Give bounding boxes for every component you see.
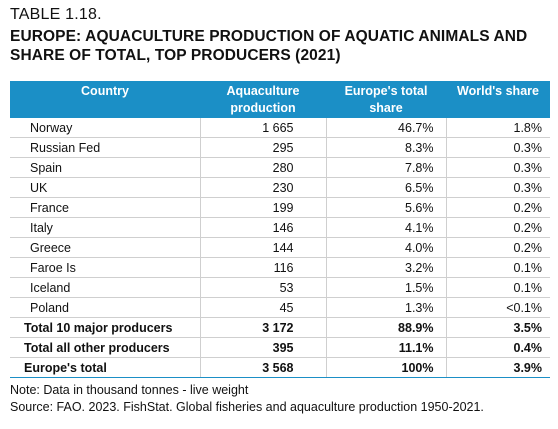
europe-share-cell: 4.1% <box>325 217 446 238</box>
production-cell: 144 <box>199 237 326 258</box>
table-row: Norway 1 665 46.7% 1.8% <box>10 118 550 138</box>
country-cell: Italy <box>10 217 200 238</box>
europe-share-cell: 1.3% <box>325 297 446 318</box>
header-row: Country Aquaculture production Europe's … <box>10 81 550 118</box>
table-label: TABLE 1.18. <box>10 6 102 23</box>
production-table: Country Aquaculture production Europe's … <box>10 81 550 378</box>
country-cell: France <box>10 197 200 218</box>
country-cell: Iceland <box>10 277 200 298</box>
europe-share-cell: 46.7% <box>325 118 446 138</box>
production-cell: 280 <box>199 157 326 178</box>
country-cell: Norway <box>10 118 200 138</box>
world-share-cell: 0.2% <box>445 237 550 258</box>
header-europe-share: Europe's total share <box>326 81 446 118</box>
table-row: Greece 144 4.0% 0.2% <box>10 237 550 258</box>
production-cell: 230 <box>199 177 326 198</box>
production-cell: 3 568 <box>199 357 326 378</box>
table-title: EUROPE: AQUACULTURE PRODUCTION OF AQUATI… <box>10 28 528 64</box>
world-share-cell: 3.9% <box>445 357 550 378</box>
table-body: Norway 1 665 46.7% 1.8% Russian Fed 295 8.3% 0.… <box>10 118 550 378</box>
world-share-cell: 0.1% <box>445 277 550 298</box>
notes: Note: Data in thousand tonnes - live wei… <box>10 382 484 416</box>
country-cell: Total all other producers <box>10 337 200 358</box>
table-row: Faroe Is 116 3.2% 0.1% <box>10 257 550 278</box>
total-row: Total 10 major producers 3 172 88.9% 3.5% <box>10 317 550 338</box>
note-text: Note: Data in thousand tonnes - live wei… <box>10 383 249 397</box>
table-row: Italy 146 4.1% 0.2% <box>10 217 550 238</box>
world-share-cell: 0.3% <box>445 137 550 158</box>
europe-share-cell: 8.3% <box>325 137 446 158</box>
world-share-cell: 3.5% <box>445 317 550 338</box>
world-share-cell: 0.3% <box>445 157 550 178</box>
country-cell: Total 10 major producers <box>10 317 200 338</box>
world-share-cell: 1.8% <box>445 118 550 138</box>
total-row: Total all other producers 395 11.1% 0.4% <box>10 337 550 358</box>
country-cell: Spain <box>10 157 200 178</box>
table-row: France 199 5.6% 0.2% <box>10 197 550 218</box>
header-country: Country <box>10 81 200 118</box>
production-cell: 1 665 <box>199 118 326 138</box>
production-cell: 295 <box>199 137 326 158</box>
table-row: UK 230 6.5% 0.3% <box>10 177 550 198</box>
world-share-cell: 0.4% <box>445 337 550 358</box>
header-world-share: World's share <box>446 81 550 118</box>
production-cell: 395 <box>199 337 326 358</box>
europe-share-cell: 4.0% <box>325 237 446 258</box>
country-cell: Greece <box>10 237 200 258</box>
source-text: Source: FAO. 2023. FishStat. Global fish… <box>10 400 484 414</box>
header-aquaculture-production: Aquaculture production <box>200 81 326 118</box>
europe-share-cell: 7.8% <box>325 157 446 178</box>
table-row: Poland 45 1.3% <0.1% <box>10 297 550 318</box>
world-share-cell: <0.1% <box>445 297 550 318</box>
production-cell: 3 172 <box>199 317 326 338</box>
europe-share-cell: 5.6% <box>325 197 446 218</box>
world-share-cell: 0.2% <box>445 197 550 218</box>
table-row: Russian Fed 295 8.3% 0.3% <box>10 137 550 158</box>
europe-share-cell: 3.2% <box>325 257 446 278</box>
europe-share-cell: 11.1% <box>325 337 446 358</box>
country-cell: UK <box>10 177 200 198</box>
country-cell: Europe's total <box>10 357 200 378</box>
table-row: Spain 280 7.8% 0.3% <box>10 157 550 178</box>
table-row: Iceland 53 1.5% 0.1% <box>10 277 550 298</box>
country-cell: Russian Fed <box>10 137 200 158</box>
world-share-cell: 0.2% <box>445 217 550 238</box>
production-cell: 45 <box>199 297 326 318</box>
production-cell: 116 <box>199 257 326 278</box>
world-share-cell: 0.1% <box>445 257 550 278</box>
world-share-cell: 0.3% <box>445 177 550 198</box>
country-cell: Poland <box>10 297 200 318</box>
production-cell: 146 <box>199 217 326 238</box>
europe-share-cell: 1.5% <box>325 277 446 298</box>
production-cell: 199 <box>199 197 326 218</box>
country-cell: Faroe Is <box>10 257 200 278</box>
total-row: Europe's total 3 568 100% 3.9% <box>10 357 550 378</box>
production-cell: 53 <box>199 277 326 298</box>
europe-share-cell: 88.9% <box>325 317 446 338</box>
europe-share-cell: 6.5% <box>325 177 446 198</box>
europe-share-cell: 100% <box>325 357 446 378</box>
